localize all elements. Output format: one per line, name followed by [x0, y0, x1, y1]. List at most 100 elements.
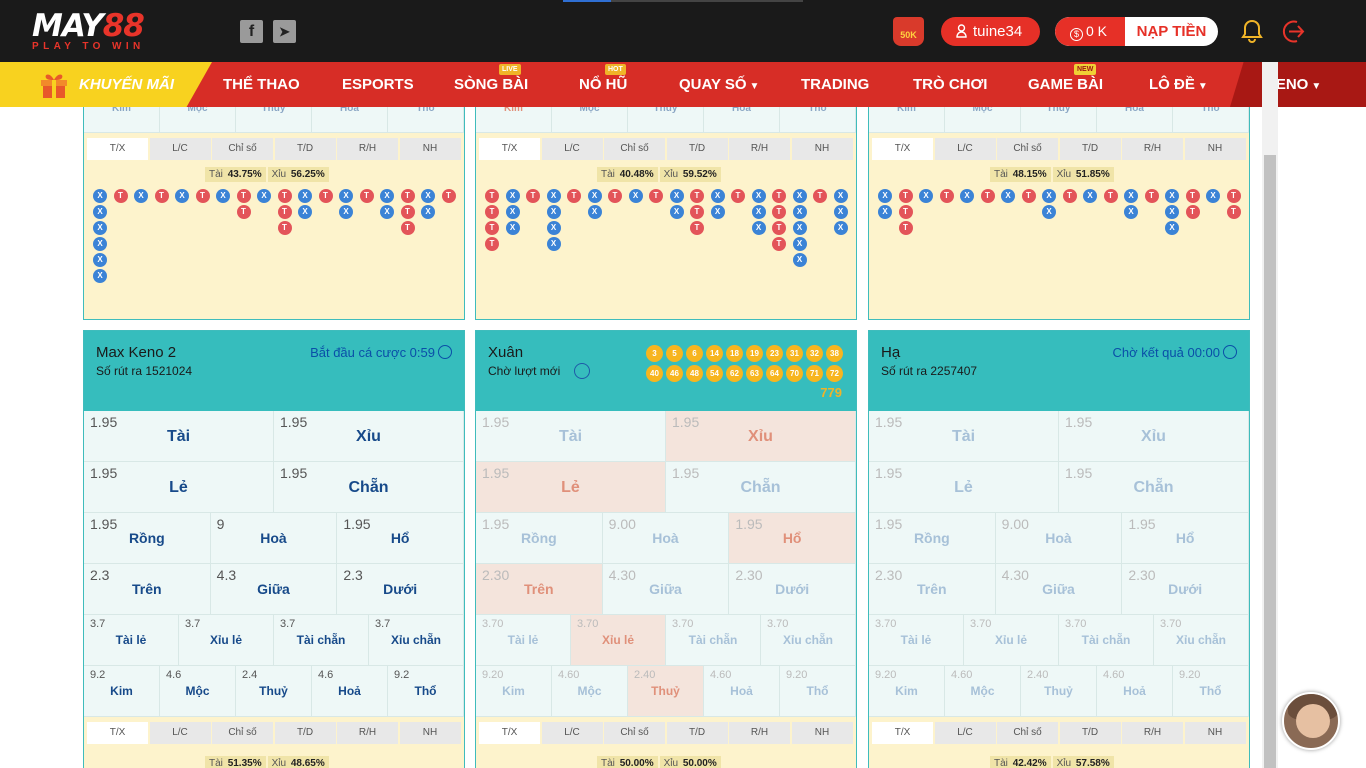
bet-option-cell[interactable]: 4.6 Hoả [312, 666, 388, 716]
bet-option-cell[interactable]: 1.95 Hổ [1122, 513, 1249, 563]
bet-option-cell[interactable]: 1.95 Xỉu [274, 411, 464, 461]
tab-tx[interactable]: T/X [872, 138, 933, 160]
bet-option-cell[interactable]: 1.95 Lẻ [84, 462, 274, 512]
odds-cell[interactable]: Thuỷ [1021, 107, 1097, 132]
bet-option-cell[interactable]: 1.95 Lẻ [869, 462, 1059, 512]
bet-option-cell[interactable]: 4.30 Giữa [996, 564, 1123, 614]
nav-item-no-hu[interactable]: NỔ HŨ HOT [579, 64, 628, 93]
tab-nh[interactable]: NH [399, 722, 461, 744]
nav-item-the-thao[interactable]: THỂ THAO [223, 76, 300, 93]
nav-item-game-bai[interactable]: GAME BÀI NEW [1028, 64, 1103, 93]
page-scrollbar[interactable] [1262, 62, 1278, 768]
odds-cell[interactable]: Thuỷ [628, 107, 704, 132]
nav-item-lo-de[interactable]: LÔ ĐỀ ▼ [1149, 76, 1208, 93]
odds-cell[interactable]: Mộc [945, 107, 1021, 132]
facebook-icon[interactable]: f [240, 20, 263, 43]
bet-option-cell[interactable]: 9.00 Hoà [996, 513, 1123, 563]
bet-option-cell[interactable]: 4.60 Hoả [1097, 666, 1173, 716]
bet-option-cell[interactable]: 2.30 Dưới [729, 564, 856, 614]
tab-td[interactable]: T/D [1059, 138, 1121, 160]
site-logo[interactable]: MAY88 PLAY TO WIN [32, 8, 145, 53]
tab-chi-so[interactable]: Chỉ số [604, 722, 665, 744]
bet-option-cell[interactable]: 3.7 Tài chẵn [274, 615, 369, 665]
bet-option-cell[interactable]: 1.95 Xỉu [666, 411, 856, 461]
bet-option-cell[interactable]: 3.7 Xỉu lẻ [179, 615, 274, 665]
tab-chi-so[interactable]: Chỉ số [997, 722, 1058, 744]
bet-option-cell[interactable]: 3.7 Xỉu chẵn [369, 615, 464, 665]
bet-option-cell[interactable]: 2.3 Trên [84, 564, 211, 614]
bet-option-cell[interactable]: 9 Hoà [211, 513, 338, 563]
bet-option-cell[interactable]: 2.30 Dưới [1122, 564, 1249, 614]
tab-td[interactable]: T/D [1059, 722, 1121, 744]
nav-item-esports[interactable]: ESPORTS [342, 76, 414, 93]
tab-rh[interactable]: R/H [1122, 138, 1183, 160]
nav-item-trading[interactable]: TRADING [801, 76, 870, 93]
bet-option-cell[interactable]: 2.4 Thuỷ [236, 666, 312, 716]
tab-nh[interactable]: NH [1184, 722, 1246, 744]
odds-cell[interactable]: Hoả [312, 107, 388, 132]
bet-option-cell[interactable]: 1.95 Rồng [869, 513, 996, 563]
odds-cell[interactable]: Thổ [388, 107, 464, 132]
tab-lc[interactable]: L/C [541, 138, 603, 160]
tab-rh[interactable]: R/H [729, 722, 790, 744]
tab-lc[interactable]: L/C [541, 722, 603, 744]
bet-option-cell[interactable]: 9.20 Kim [476, 666, 552, 716]
odds-cell[interactable]: Thổ [1173, 107, 1249, 132]
bet-option-cell[interactable]: 1.95 Rồng [84, 513, 211, 563]
tab-td[interactable]: T/D [666, 138, 728, 160]
tab-chi-so[interactable]: Chỉ số [604, 138, 665, 160]
bet-option-cell[interactable]: 1.95 Tài [476, 411, 666, 461]
odds-cell[interactable]: Mộc [552, 107, 628, 132]
tab-td[interactable]: T/D [274, 138, 336, 160]
chat-support-avatar[interactable] [1282, 692, 1340, 750]
bet-option-cell[interactable]: 2.40 Thuỷ [1021, 666, 1097, 716]
bet-option-cell[interactable]: 3.70 Xỉu lẻ [964, 615, 1059, 665]
bet-option-cell[interactable]: 4.60 Mộc [552, 666, 628, 716]
bet-option-cell[interactable]: 4.60 Hoả [704, 666, 780, 716]
bet-option-cell[interactable]: 1.95 Tài [84, 411, 274, 461]
deposit-button[interactable]: NẠP TIỀN [1136, 23, 1207, 40]
tab-rh[interactable]: R/H [1122, 722, 1183, 744]
tab-chi-so[interactable]: Chỉ số [212, 722, 273, 744]
bet-option-cell[interactable]: 1.95 Chẵn [666, 462, 856, 512]
tab-tx[interactable]: T/X [479, 138, 540, 160]
odds-cell[interactable]: Kim [869, 107, 945, 132]
bet-option-cell[interactable]: 2.30 Trên [476, 564, 603, 614]
tab-nh[interactable]: NH [791, 722, 853, 744]
bet-option-cell[interactable]: 3.70 Xỉu chẵn [1154, 615, 1249, 665]
tab-rh[interactable]: R/H [337, 722, 398, 744]
bet-option-cell[interactable]: 9.2 Kim [84, 666, 160, 716]
bet-option-cell[interactable]: 1.95 Chẵn [1059, 462, 1249, 512]
tab-tx[interactable]: T/X [872, 722, 933, 744]
bet-option-cell[interactable]: 1.95 Chẵn [274, 462, 464, 512]
bet-option-cell[interactable]: 3.70 Tài chẵn [666, 615, 761, 665]
nav-item-quay-so[interactable]: QUAY SỐ ▼ [679, 76, 760, 93]
bet-option-cell[interactable]: 3.70 Tài chẵn [1059, 615, 1154, 665]
bet-option-cell[interactable]: 1.95 Xỉu [1059, 411, 1249, 461]
bet-option-cell[interactable]: 1.95 Hổ [337, 513, 464, 563]
tab-lc[interactable]: L/C [149, 138, 211, 160]
bet-option-cell[interactable]: 3.70 Xỉu lẻ [571, 615, 666, 665]
tab-lc[interactable]: L/C [149, 722, 211, 744]
odds-cell[interactable]: Hoả [1097, 107, 1173, 132]
bet-option-cell[interactable]: 9.20 Thổ [1173, 666, 1249, 716]
odds-cell[interactable]: Thổ [780, 107, 856, 132]
telegram-icon[interactable]: ➤ [273, 20, 296, 43]
bet-option-cell[interactable]: 9.00 Hoà [603, 513, 730, 563]
tab-rh[interactable]: R/H [337, 138, 398, 160]
bell-icon[interactable] [1240, 18, 1264, 44]
tab-td[interactable]: T/D [666, 722, 728, 744]
balance-display[interactable]: $0 K [1055, 17, 1125, 46]
bet-option-cell[interactable]: 2.3 Dưới [337, 564, 464, 614]
bet-option-cell[interactable]: 1.95 Hổ [729, 513, 856, 563]
odds-cell[interactable]: Hoả [704, 107, 780, 132]
tab-nh[interactable]: NH [399, 138, 461, 160]
bet-option-cell[interactable]: 9.20 Thổ [780, 666, 856, 716]
tab-chi-so[interactable]: Chỉ số [212, 138, 273, 160]
odds-cell[interactable]: Thuỷ [236, 107, 312, 132]
user-account-button[interactable]: tuine34 [941, 17, 1040, 46]
promo-gift-badge[interactable]: 50K [893, 17, 924, 46]
bet-option-cell[interactable]: 3.7 Tài lẻ [84, 615, 179, 665]
bet-option-cell[interactable]: 4.6 Mộc [160, 666, 236, 716]
bet-option-cell[interactable]: 2.40 Thuỷ [628, 666, 704, 716]
